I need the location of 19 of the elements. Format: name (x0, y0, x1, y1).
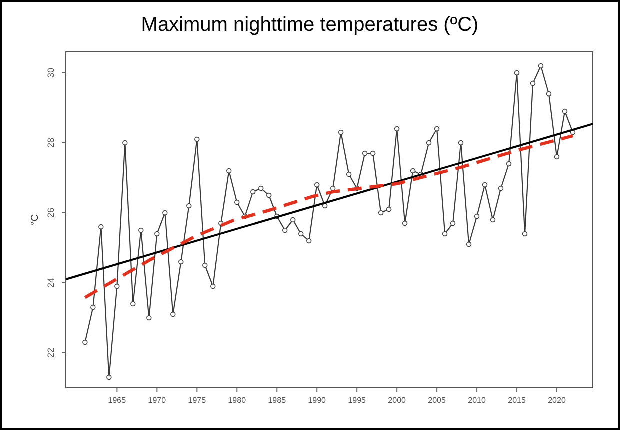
x-tick-label: 1975 (188, 396, 207, 405)
y-axis-title: °C (30, 214, 41, 226)
x-tick-label: 1985 (268, 396, 287, 405)
y-tick-label: 26 (46, 208, 56, 218)
y-tick-label: 28 (46, 138, 56, 148)
chart-title: Maximum nighttime temperatures (ºC) (141, 14, 479, 36)
x-tick-label: 2015 (508, 396, 526, 405)
y-tick-label: 22 (46, 348, 56, 358)
y-tick-label: 24 (46, 278, 56, 288)
y-tick-label: 30 (46, 68, 56, 78)
x-tick-label: 1965 (108, 396, 127, 405)
x-tick-label: 1990 (308, 396, 327, 405)
x-tick-label: 1980 (228, 396, 247, 405)
x-tick-label: 1970 (148, 396, 167, 405)
x-tick-label: 2010 (468, 396, 486, 405)
x-tick-label: 2020 (548, 396, 566, 405)
x-tick-label: 1995 (348, 396, 367, 405)
x-tick-label: 2005 (428, 396, 447, 405)
x-tick-label: 2000 (388, 396, 407, 405)
